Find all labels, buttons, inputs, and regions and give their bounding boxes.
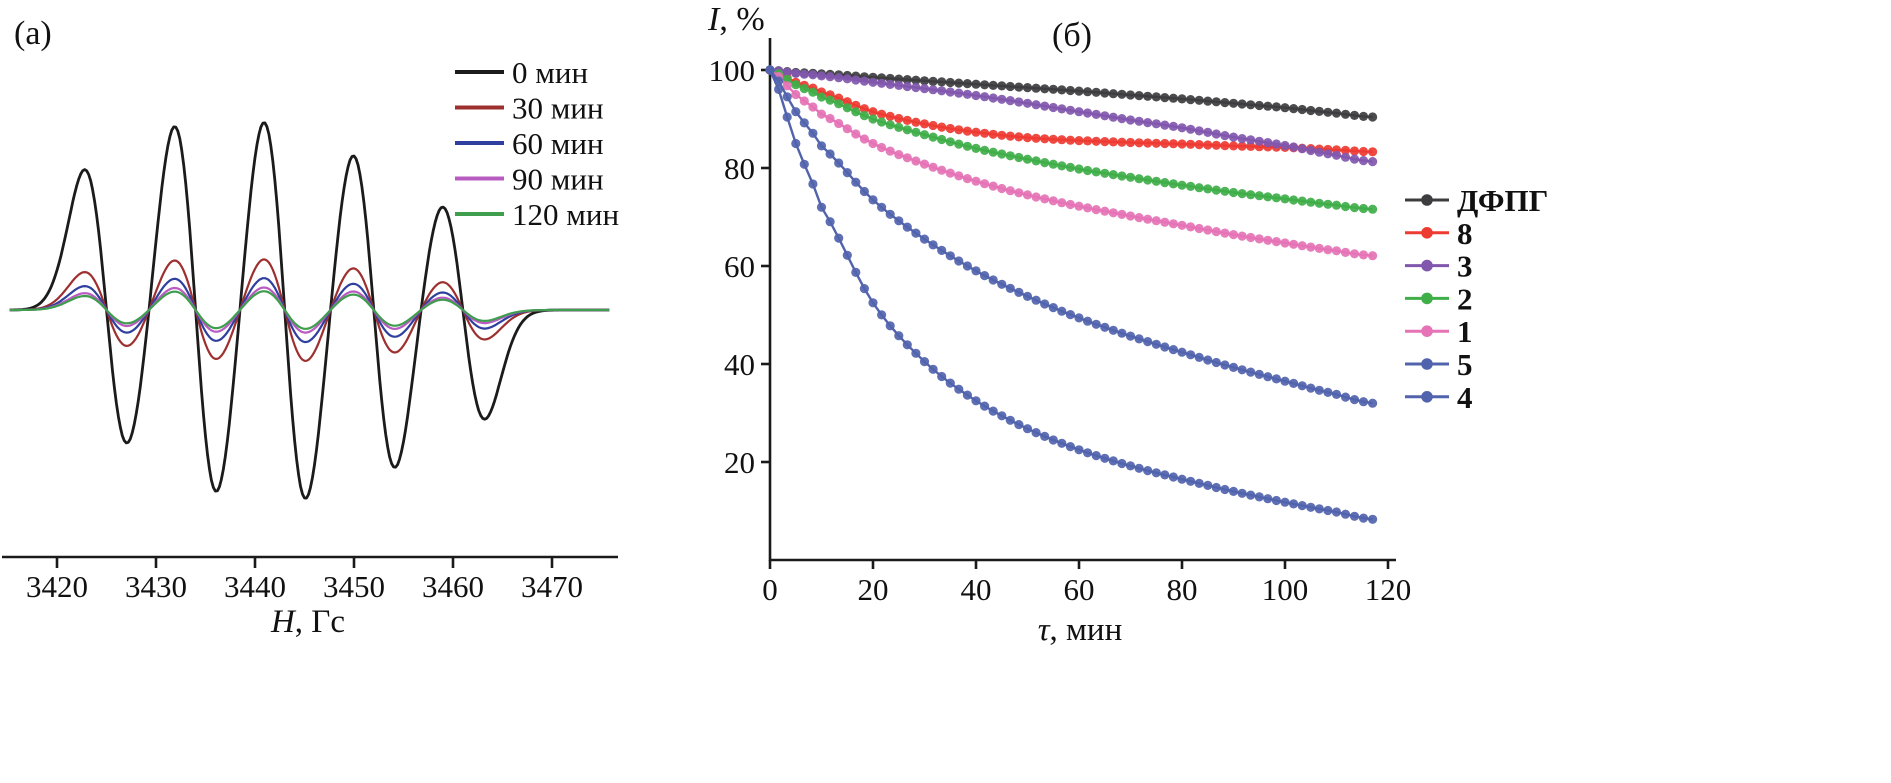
legend-label: 120 мин [512, 197, 619, 232]
x-tick-label: 120 [1365, 572, 1412, 607]
kinetics-series-2 [765, 65, 1378, 167]
kinetics-series-5 [765, 65, 1378, 408]
kinetics-panel: (б) I, % 20 40 60 80 100 0 20 40 60 80 100 120 τ, мин Д… [707, 1, 1548, 648]
kinetics-series-6 [765, 65, 1378, 524]
legend-swatch-marker [1421, 194, 1433, 206]
x-tick-label: 20 [858, 572, 889, 607]
epr-curve-1 [9, 258, 610, 362]
legend-label: 5 [1457, 347, 1473, 382]
x-tick-label: 3460 [422, 569, 484, 604]
legend-swatch-marker [1421, 259, 1433, 272]
panel-a-label: (a) [14, 15, 52, 52]
panel-b-legend-item-4: 1 [1405, 314, 1473, 349]
panel-b-legend-item-6: 4 [1405, 380, 1473, 415]
legend-label: 90 мин [512, 162, 604, 197]
panel-a-legend-item-4: 120 мин [455, 197, 619, 232]
legend-label: 60 мин [512, 126, 604, 161]
series-markers [765, 65, 1378, 167]
panel-b-y-axis-title: I, % [707, 1, 765, 38]
epr-curve-0 [9, 121, 610, 500]
epr-curve-4 [9, 290, 610, 330]
legend-label: 4 [1457, 380, 1473, 415]
y-tick-label: 20 [724, 445, 755, 480]
y-tick-label: 60 [724, 249, 755, 284]
legend-swatch-marker [1421, 292, 1433, 305]
series-markers [765, 65, 1378, 408]
legend-label: 2 [1457, 281, 1473, 316]
y-tick-label: 40 [724, 347, 755, 382]
panel-a-legend-item-3: 90 мин [455, 162, 604, 197]
legend-label: 1 [1457, 314, 1473, 349]
panel-a-legend-item-0: 0 мин [455, 55, 588, 90]
panel-b-legend-item-2: 3 [1405, 249, 1473, 284]
x-tick-label: 3420 [26, 569, 88, 604]
legend-swatch-marker [1421, 227, 1433, 239]
y-tick-label: 80 [724, 151, 755, 186]
panel-a-x-axis-title: H, Гс [270, 604, 345, 640]
x-tick-label: 3450 [323, 569, 385, 604]
legend-swatch-marker [1421, 391, 1433, 403]
panel-a-legend-item-2: 60 мин [455, 126, 604, 161]
legend-label: ДФПГ [1457, 183, 1548, 218]
kinetics-series-3 [765, 65, 1378, 214]
panel-b-legend-item-3: 2 [1405, 281, 1473, 316]
x-tick-label: 60 [1064, 572, 1095, 607]
x-tick-label: 40 [961, 572, 992, 607]
x-tick-label: 80 [1167, 572, 1198, 607]
kinetics-series-4 [765, 65, 1378, 261]
legend-label: 0 мин [512, 55, 588, 90]
legend-swatch-marker [1421, 358, 1433, 370]
panel-b-legend-item-1: 8 [1405, 216, 1473, 251]
panel-b-label: (б) [1052, 17, 1092, 54]
series-line [769, 69, 1373, 257]
x-tick-label: 3470 [521, 569, 583, 604]
panel-b-legend-item-0: ДФПГ [1405, 183, 1548, 218]
series-markers [765, 65, 1378, 214]
panel-b-legend-item-5: 5 [1405, 347, 1473, 382]
panel-b-x-axis-title: τ, мин [1038, 612, 1123, 648]
x-tick-label: 3440 [224, 569, 286, 604]
legend-label: 8 [1457, 216, 1473, 251]
x-tick-label: 3430 [125, 569, 187, 604]
x-tick-label: 100 [1262, 572, 1309, 607]
epr-spectrum-panel: (a) 3420 3430 3440 3450 3460 3470 H, Гс 0 мин30 … [2, 15, 619, 640]
x-tick-label: 0 [762, 572, 778, 607]
legend-label: 30 мин [512, 91, 604, 126]
kinetics-series-0 [765, 65, 1378, 122]
series-markers [765, 65, 1378, 524]
y-tick-label: 100 [709, 53, 756, 88]
series-line [769, 69, 1373, 405]
legend-swatch-marker [1421, 325, 1433, 338]
series-markers [765, 65, 1378, 261]
panel-a-legend-item-1: 30 мин [455, 91, 604, 126]
legend-label: 3 [1457, 249, 1473, 284]
